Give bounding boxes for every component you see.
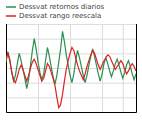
legend-swatch bbox=[6, 15, 16, 17]
x-tick bbox=[70, 24, 71, 112]
series-line bbox=[6, 31, 136, 88]
legend-item: Dessvat rango reescala bbox=[6, 12, 101, 20]
legend-swatch bbox=[6, 6, 16, 8]
legend: Dessvat retornos diariosDessvat rango re… bbox=[6, 3, 105, 20]
legend-label: Dessvat rango reescala bbox=[19, 12, 101, 20]
series-line bbox=[6, 47, 136, 107]
legend-label: Dessvat retornos diarios bbox=[19, 3, 105, 11]
x-grid-line bbox=[70, 24, 71, 112]
y-axis-line bbox=[7, 25, 137, 113]
x-axis-line bbox=[7, 24, 137, 113]
chart: Dessvat retornos diariosDessvat rango re… bbox=[0, 0, 142, 120]
y-axis bbox=[6, 25, 136, 113]
legend-item: Dessvat retornos diarios bbox=[6, 3, 105, 11]
x-axis bbox=[7, 24, 137, 113]
plot bbox=[6, 24, 137, 113]
lines bbox=[6, 31, 136, 107]
